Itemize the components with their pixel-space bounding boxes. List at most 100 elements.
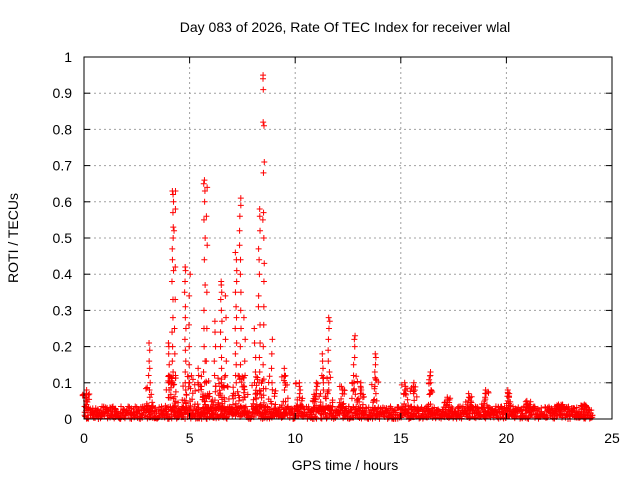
data-point — [353, 373, 360, 380]
data-point — [162, 402, 169, 409]
data-point — [349, 379, 356, 386]
data-point — [325, 314, 332, 321]
data-point — [194, 401, 201, 408]
data-point — [426, 376, 433, 383]
data-point — [163, 386, 170, 393]
data-point — [324, 375, 331, 382]
data-point — [426, 372, 433, 379]
data-point — [372, 361, 379, 368]
data-point — [325, 379, 332, 386]
data-point — [324, 388, 331, 395]
data-point — [427, 401, 434, 408]
data-point — [424, 403, 431, 410]
data-point — [237, 195, 244, 202]
data-point — [272, 401, 279, 408]
data-point — [314, 380, 321, 387]
data-point — [589, 412, 596, 419]
data-point — [241, 383, 248, 390]
data-point — [588, 407, 595, 414]
data-point — [182, 278, 189, 285]
data-point — [237, 256, 244, 263]
data-point — [190, 407, 197, 414]
data-point — [182, 325, 189, 332]
data-point — [375, 404, 382, 411]
data-point — [146, 339, 153, 346]
data-point — [250, 400, 257, 407]
data-point — [326, 318, 333, 325]
data-point — [198, 373, 205, 380]
data-point — [241, 358, 248, 365]
data-point — [240, 383, 247, 390]
data-point — [183, 392, 190, 399]
data-point — [172, 375, 179, 382]
data-point — [217, 329, 224, 336]
y-tick-label: 0.4 — [53, 266, 73, 282]
data-point — [260, 343, 267, 350]
data-point — [169, 343, 176, 350]
data-point — [278, 373, 285, 380]
data-point — [255, 303, 262, 310]
data-point — [372, 354, 379, 361]
data-point — [166, 373, 173, 380]
y-tick-label: 0 — [64, 411, 72, 427]
data-point — [282, 372, 289, 379]
data-point — [237, 403, 244, 410]
data-point — [203, 358, 210, 365]
data-point — [187, 402, 194, 409]
data-point — [317, 390, 324, 397]
data-point — [372, 390, 379, 397]
data-point — [403, 385, 410, 392]
data-point — [504, 393, 511, 400]
data-point — [223, 314, 230, 321]
data-point — [326, 368, 333, 375]
data-point — [261, 158, 268, 165]
data-point — [332, 414, 339, 421]
data-point — [149, 404, 156, 411]
data-point — [195, 381, 202, 388]
data-point — [235, 397, 242, 404]
data-point — [398, 404, 405, 411]
data-point — [368, 381, 375, 388]
data-point — [284, 381, 291, 388]
data-point — [251, 339, 258, 346]
data-point — [146, 358, 153, 365]
data-point — [232, 289, 239, 296]
data-point — [169, 245, 176, 252]
data-point — [211, 318, 218, 325]
data-point — [320, 387, 327, 394]
x-axis-label: GPS time / hours — [292, 457, 399, 473]
y-tick-label: 0.6 — [53, 194, 73, 210]
data-point — [233, 339, 240, 346]
data-point — [325, 336, 332, 343]
data-point — [268, 350, 275, 357]
data-point — [211, 372, 218, 379]
data-point — [350, 372, 357, 379]
data-point — [182, 303, 189, 310]
data-point — [449, 405, 456, 412]
data-point — [426, 391, 433, 398]
data-point — [359, 391, 366, 398]
data-point — [85, 391, 92, 398]
data-point — [260, 119, 267, 126]
data-point — [428, 387, 435, 394]
data-point — [534, 405, 541, 412]
data-point — [181, 397, 188, 404]
data-point — [404, 396, 411, 403]
data-point — [446, 404, 453, 411]
data-point — [185, 321, 192, 328]
data-point — [200, 180, 207, 187]
data-point — [246, 408, 253, 415]
data-point — [313, 402, 320, 409]
data-point — [553, 402, 560, 409]
data-point — [260, 361, 267, 368]
data-point — [387, 403, 394, 410]
data-point — [172, 388, 179, 395]
data-point — [215, 375, 222, 382]
data-point — [205, 378, 212, 385]
data-point — [257, 339, 264, 346]
data-point — [237, 289, 244, 296]
data-point — [441, 399, 448, 406]
data-point — [254, 376, 261, 383]
data-point — [168, 278, 175, 285]
